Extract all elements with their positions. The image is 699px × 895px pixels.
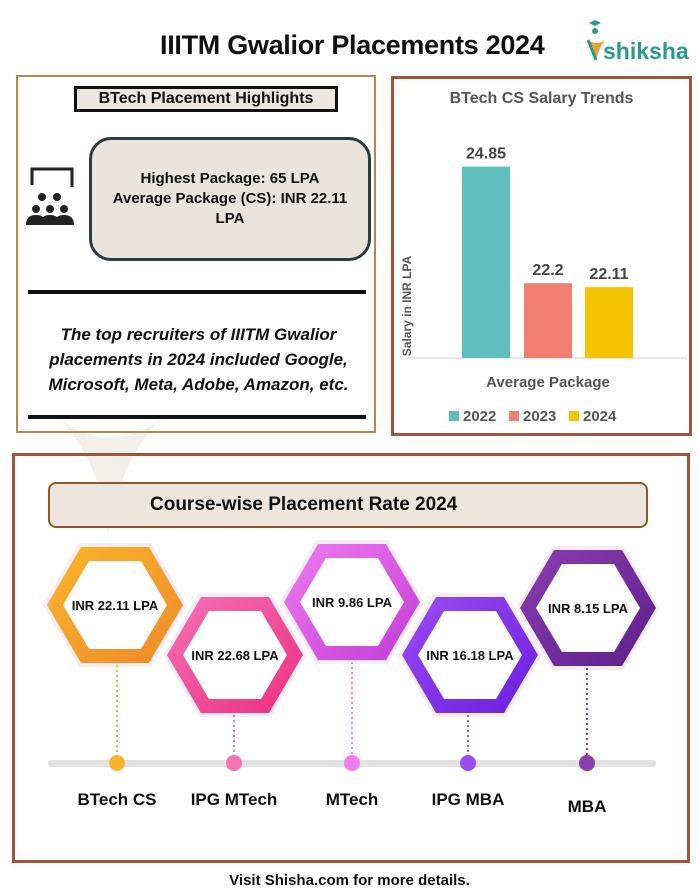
data-label: 22.11 — [589, 266, 628, 283]
shiksha-logo: shiksha — [585, 18, 695, 68]
course-name: IPG MBA — [431, 790, 505, 809]
x-axis-label: Average Package — [486, 374, 610, 391]
page-title: IIITM Gwalior Placements 2024 — [160, 30, 545, 60]
y-axis-label: Salary in INR LPA — [400, 255, 414, 356]
timeline-dot — [109, 755, 125, 771]
average-package-unit: LPA — [215, 210, 245, 227]
bar-2024 — [585, 287, 633, 358]
course-salary: INR 16.18 LPA — [426, 648, 514, 663]
course-name: MBA — [567, 797, 607, 816]
average-package: Average Package (CS): INR 22.11 — [112, 190, 348, 207]
course-salary: INR 22.68 LPA — [191, 648, 279, 663]
data-label: 22.2 — [532, 262, 563, 279]
divider — [28, 290, 366, 294]
salary-chart-panel — [391, 76, 692, 436]
timeline-dot — [460, 755, 476, 771]
highlights-panel — [16, 75, 376, 433]
bar-2023 — [524, 283, 572, 358]
hexagon-inner — [418, 611, 522, 699]
watermark-logo-shape — [60, 420, 160, 535]
recruiters-text: The top recruiters of IIITM Gwalior plac… — [48, 325, 349, 394]
legend-swatch — [509, 411, 519, 421]
legend-swatch — [569, 411, 579, 421]
course-salary: INR 8.15 LPA — [548, 601, 629, 616]
legend-swatch — [449, 411, 459, 421]
timeline-dot — [579, 755, 595, 771]
divider — [28, 415, 366, 419]
data-label: 24.85 — [466, 146, 506, 163]
logo-text: shiksha — [603, 38, 689, 64]
highlights-title: BTech Placement Highlights — [74, 86, 338, 112]
course-section-title: Course-wise Placement Rate 2024 — [48, 482, 648, 528]
hexagon-inner — [300, 558, 404, 646]
highest-package: Highest Package: 65 LPA — [140, 170, 320, 187]
course-panel — [12, 453, 690, 863]
timeline-dot — [226, 755, 242, 771]
legend-label: 2023 — [523, 408, 556, 425]
bar-2022 — [462, 166, 510, 358]
audience-presentation-icon — [22, 165, 88, 236]
hexagon-inner — [183, 611, 287, 699]
course-name: IPG MTech — [190, 790, 278, 809]
course-salary: INR 22.11 LPA — [72, 598, 159, 613]
chart-title: BTech CS Salary Trends — [449, 90, 634, 107]
legend-label: 2024 — [583, 408, 617, 425]
course-name: MTech — [325, 790, 379, 809]
package-summary-box: Highest Package: 65 LPA Average Package … — [89, 137, 371, 261]
legend-label: 2022 — [463, 408, 496, 425]
hexagon-inner — [63, 561, 167, 649]
timeline-dot — [344, 755, 360, 771]
salary-chart: Salary in INR LPA 24.85 22.2 22.11 Average… — [400, 146, 687, 425]
course-salary: INR 9.86 LPA — [312, 595, 393, 610]
footer-text: Visit Shisha.com for more details. — [229, 872, 470, 889]
hexagon-inner — [536, 564, 640, 652]
course-name: BTech CS — [77, 790, 157, 809]
